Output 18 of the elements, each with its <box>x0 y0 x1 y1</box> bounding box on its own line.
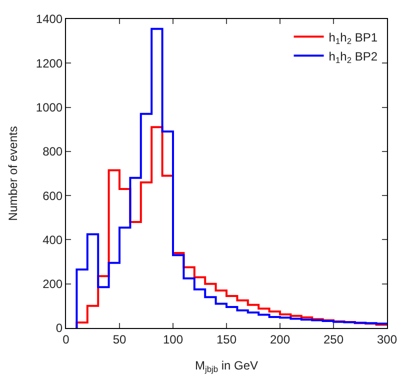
y-tick-label: 1200 <box>36 56 63 70</box>
y-tick-label: 200 <box>42 277 63 292</box>
x-tick-label: 100 <box>162 332 184 346</box>
y-tick-label: 800 <box>42 144 63 159</box>
legend-label: h$_{1}$h$_{2}$ BP1 <box>328 30 378 46</box>
y-tick-label: 600 <box>42 188 63 203</box>
x-tick-label: 50 <box>112 332 126 346</box>
y-axis-title: Number of events <box>6 126 20 221</box>
legend-label: h$_{1}$h$_{2}$ BP2 <box>328 49 378 65</box>
x-tick-label: 250 <box>323 332 344 346</box>
x-axis-title: M$_{jbjb}$ in GeV <box>194 358 258 374</box>
x-tick-label: 300 <box>376 332 398 346</box>
y-tick-label: 1000 <box>36 100 63 114</box>
x-tick-label: 150 <box>216 332 237 346</box>
y-tick-label: 1400 <box>36 12 63 26</box>
y-tick-label: 400 <box>42 232 63 247</box>
x-tick-label: 200 <box>270 332 290 346</box>
y-tick-label: 0 <box>56 321 63 336</box>
